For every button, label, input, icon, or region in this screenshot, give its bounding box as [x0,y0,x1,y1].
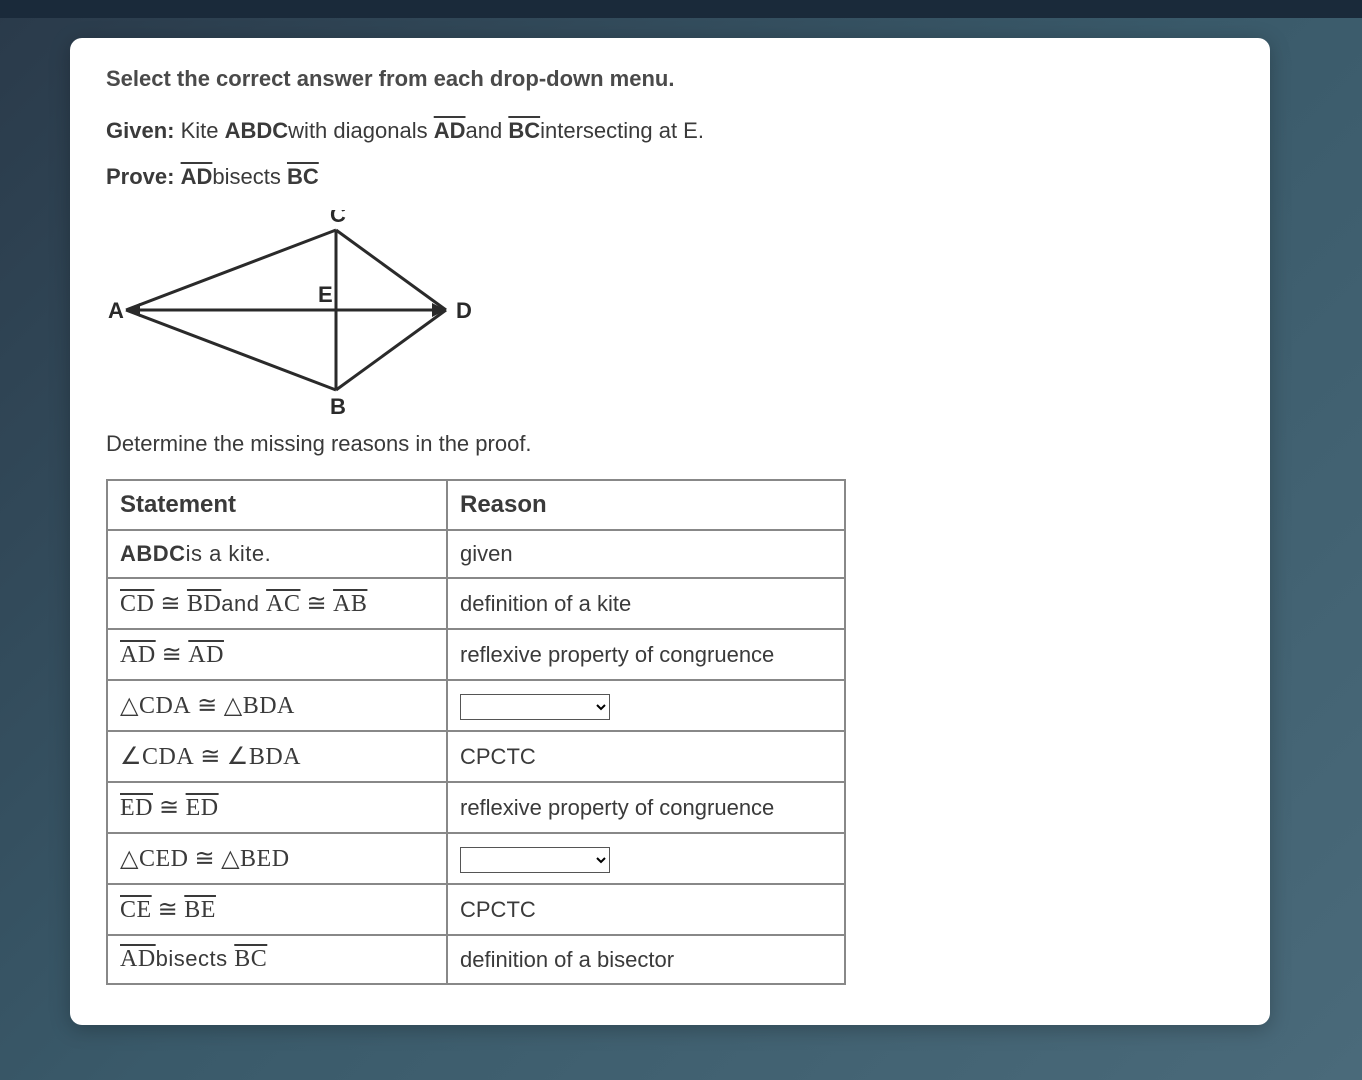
svg-text:B: B [330,394,346,419]
table-row: △CED≅△BED [107,833,845,884]
table-row: ∠CDA≅∠BDA CPCTC [107,731,845,782]
reason-cell: definition of a bisector [447,935,845,984]
given-seg1: AD [434,118,466,143]
kite-figure: A D C B E [106,210,1234,425]
statement-cell: CE≅BE [107,884,447,935]
statement-math: CD≅BDand AC≅AB [120,591,367,617]
svg-text:D: D [456,298,472,323]
given-post: intersecting at E. [540,118,704,143]
given-pre: Kite [174,118,224,143]
given-mid2: and [466,118,509,143]
reason-cell: CPCTC [447,731,845,782]
table-row: AD≅AD reflexive property of congruence [107,629,845,680]
svg-text:C: C [330,210,346,227]
svg-text:A: A [108,298,124,323]
table-row: ED≅ED reflexive property of congruence [107,782,845,833]
statement-math: △CDA≅△BDA [120,693,295,719]
reason-dropdown[interactable] [460,847,610,873]
col-reason-header: Reason [447,480,845,530]
prove-seg2-text: BC [287,164,319,189]
statement-math: △CED≅△BED [120,846,290,872]
statement-cell: CD≅BDand AC≅AB [107,578,447,629]
content-area: Select the correct answer from each drop… [0,18,1362,1065]
statement-cell: ED≅ED [107,782,447,833]
reason-cell: definition of a kite [447,578,845,629]
reason-cell: reflexive property of congruence [447,629,845,680]
table-row: CE≅BE CPCTC [107,884,845,935]
given-label: Given: [106,118,174,143]
given-seg2: BC [508,118,540,143]
statement-cell: ADbisects BC [107,935,447,984]
given-mid1: with diagonals [288,118,434,143]
statement-math: ∠CDA≅∠BDA [120,744,301,770]
statement-cell: ABDCis a kite. [107,530,447,578]
proof-table: Statement Reason ABDCis a kite.givenCD≅B… [106,479,846,985]
question-card: Select the correct answer from each drop… [70,38,1270,1025]
reason-cell [447,833,845,884]
instruction-text: Select the correct answer from each drop… [106,66,1234,92]
table-row: △CDA≅△BDA [107,680,845,731]
prove-line: Prove: ADbisects BC [106,164,1234,190]
reason-dropdown[interactable] [460,694,610,720]
figure-caption: Determine the missing reasons in the pro… [106,431,1234,457]
statement-cell: △CED≅△BED [107,833,447,884]
prove-seg1: AD [181,164,213,189]
reason-cell: reflexive property of congruence [447,782,845,833]
prove-label: Prove: [106,164,174,189]
prove-mid: bisects [212,164,287,189]
table-row: ADbisects BC definition of a bisector [107,935,845,984]
given-line: Given: Kite ABDCwith diagonals ADand BCi… [106,118,1234,144]
statement-cell: ∠CDA≅∠BDA [107,731,447,782]
statement-math: ED≅ED [120,795,219,821]
prove-seg1-text: AD [181,164,213,189]
given-seg1-text: AD [434,118,466,143]
statement-math: AD≅AD [120,642,224,668]
kite-svg: A D C B E [106,210,486,420]
statement-math: ABDCis a kite. [120,541,271,566]
reason-cell: CPCTC [447,884,845,935]
table-row: CD≅BDand AC≅AB definition of a kite [107,578,845,629]
statement-cell: △CDA≅△BDA [107,680,447,731]
table-header-row: Statement Reason [107,480,845,530]
reason-cell [447,680,845,731]
table-row: ABDCis a kite. given [107,530,845,578]
reason-cell: given [447,530,845,578]
browser-toolbar [0,0,1362,18]
col-statement-header: Statement [107,480,447,530]
prove-seg2: BC [287,164,319,189]
statement-math: ADbisects BC [120,946,267,972]
statement-math: CE≅BE [120,897,216,923]
given-kite: ABDC [225,118,289,143]
given-seg2-text: BC [508,118,540,143]
svg-text:E: E [318,282,333,307]
statement-cell: AD≅AD [107,629,447,680]
